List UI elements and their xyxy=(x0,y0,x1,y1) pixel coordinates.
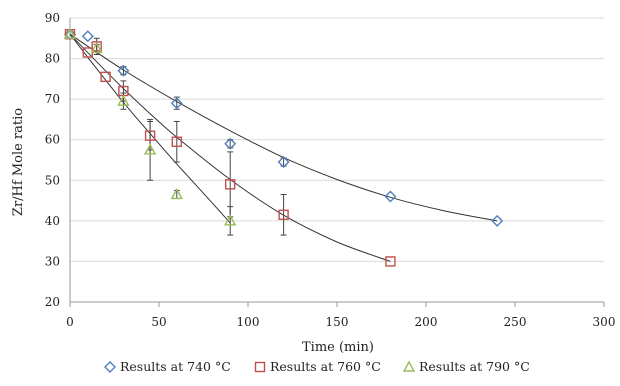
data-point xyxy=(117,64,130,77)
legend-marker xyxy=(104,361,116,373)
data-point xyxy=(170,188,183,200)
legend-marker xyxy=(254,361,266,373)
y-tick-label: 20 xyxy=(45,295,60,309)
data-point xyxy=(491,214,504,227)
legend-item: Results at 790 °C xyxy=(402,359,530,374)
legend: Results at 740 °C Results at 760 °C Result… xyxy=(104,359,530,374)
data-point xyxy=(385,256,396,267)
data-point xyxy=(117,94,130,106)
legend-item: Results at 760 °C xyxy=(254,359,381,374)
x-tick-label: 200 xyxy=(415,315,438,329)
data-point xyxy=(91,41,102,52)
data-point xyxy=(278,209,289,220)
y-tick-label: 90 xyxy=(45,11,60,25)
data-point xyxy=(384,190,397,203)
legend-item: Results at 740 °C xyxy=(104,359,231,374)
legend-label: Results at 740 °C xyxy=(120,359,231,374)
error-bar xyxy=(147,118,154,181)
error-bars xyxy=(93,37,287,236)
grid xyxy=(70,17,604,303)
data-point xyxy=(100,71,111,83)
axes: Time (min) Zr/Hf Mole ratio 20 30 40 50 60 70… xyxy=(11,11,615,355)
data-point xyxy=(81,30,94,43)
x-tick-label: 0 xyxy=(66,315,74,329)
data-point xyxy=(170,97,183,110)
legend-label: Results at 790 °C xyxy=(419,359,530,374)
error-bar xyxy=(227,206,234,236)
x-tick-label: 100 xyxy=(237,315,260,329)
data-point xyxy=(277,156,290,169)
x-axis-label: Time (min) xyxy=(302,340,374,355)
y-tick-label: 30 xyxy=(45,254,60,268)
x-tick-label: 250 xyxy=(504,315,527,329)
data-point xyxy=(224,137,237,150)
legend-marker xyxy=(402,360,416,372)
error-bar xyxy=(173,120,180,163)
y-axis-label: Zr/Hf Mole ratio xyxy=(11,108,26,216)
y-tick-label: 80 xyxy=(45,52,60,66)
data-point xyxy=(171,136,183,147)
data-point xyxy=(144,130,156,141)
y-tick-label: 50 xyxy=(45,173,60,187)
data-point xyxy=(63,27,77,39)
data-point xyxy=(224,214,237,226)
data-point xyxy=(224,179,236,190)
error-bar xyxy=(280,193,287,236)
data-point xyxy=(90,41,103,54)
x-tick-label: 150 xyxy=(326,315,349,329)
legend-label: Results at 760 °C xyxy=(270,359,381,374)
trend-line xyxy=(69,33,498,222)
y-tick-label: 40 xyxy=(45,214,60,228)
y-tick-label: 60 xyxy=(45,133,60,147)
data-markers xyxy=(63,27,504,267)
data-point xyxy=(143,143,157,155)
x-tick-label: 50 xyxy=(151,315,166,329)
y-tick-label: 70 xyxy=(45,92,60,106)
x-tick-label: 300 xyxy=(593,315,616,329)
